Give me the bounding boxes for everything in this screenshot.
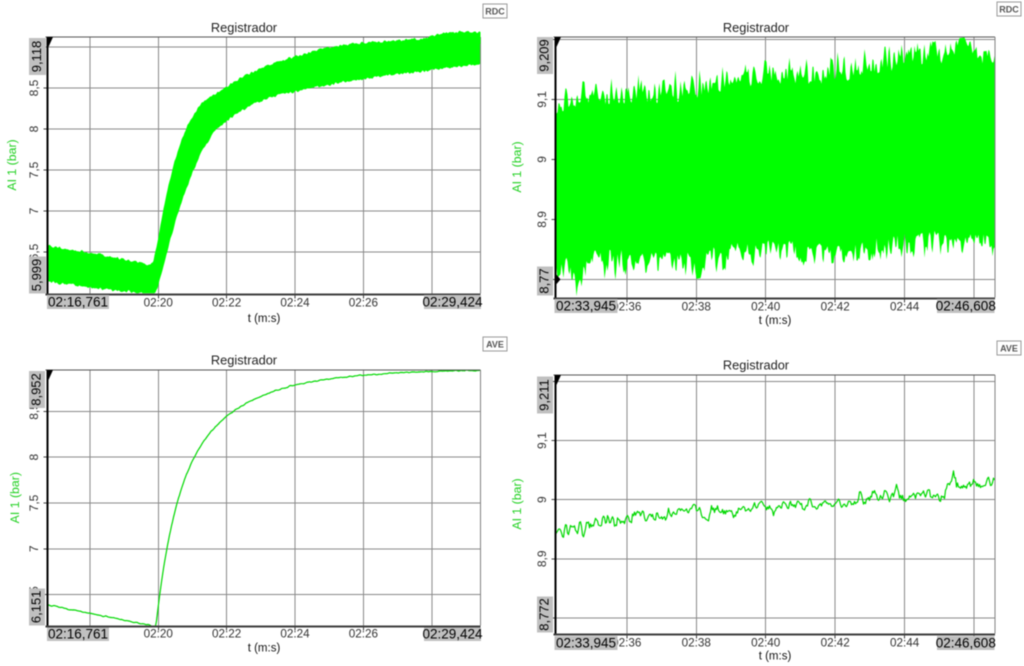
svg-text:02:20: 02:20 [144,628,174,641]
svg-text:02:24: 02:24 [280,628,310,641]
svg-text:8,772: 8,772 [537,598,552,631]
svg-text:02:26: 02:26 [349,297,378,310]
svg-text:7: 7 [27,207,41,214]
svg-text:02:16,761: 02:16,761 [48,295,108,310]
svg-text:02:44: 02:44 [890,637,920,650]
svg-text:02:40: 02:40 [751,301,781,314]
svg-text:7,5: 7,5 [27,494,41,511]
svg-text:7: 7 [27,545,41,552]
svg-text:02:20: 02:20 [144,297,174,310]
svg-text:02:40: 02:40 [751,637,781,650]
svg-text:02:16,761: 02:16,761 [48,627,108,642]
svg-text:02:46,608: 02:46,608 [936,299,996,314]
svg-text:02:46,608: 02:46,608 [936,636,996,651]
svg-text:02:29,424: 02:29,424 [422,627,483,642]
svg-text:9,1: 9,1 [535,432,549,449]
svg-text:Registrador: Registrador [723,358,790,373]
svg-text:9,118: 9,118 [29,41,44,73]
svg-text:RDC: RDC [485,7,505,17]
svg-text:02:22: 02:22 [212,297,241,310]
svg-text:8,5: 8,5 [27,79,41,96]
svg-text:9: 9 [535,156,549,163]
svg-text:02:38: 02:38 [682,301,711,314]
svg-text:02:33,945: 02:33,945 [556,299,616,314]
svg-text:AVE: AVE [1000,344,1018,354]
svg-text:02:42: 02:42 [821,301,850,314]
svg-text:t (m:s): t (m:s) [759,315,792,327]
svg-text:Registrador: Registrador [211,353,278,368]
svg-text:02:38: 02:38 [682,637,711,650]
svg-text:6,151: 6,151 [29,591,44,624]
svg-text:8,9: 8,9 [535,211,549,228]
svg-text:Registrador: Registrador [723,20,790,35]
svg-text:AI 1 (bar): AI 1 (bar) [8,472,22,523]
svg-text:8: 8 [27,125,41,132]
svg-text:9: 9 [535,496,549,503]
svg-text:8,952: 8,952 [29,373,44,406]
svg-text:9,209: 9,209 [537,39,552,72]
svg-text:AI 1 (bar): AI 1 (bar) [510,478,524,529]
svg-text:t (m:s): t (m:s) [248,313,281,325]
svg-text:AI 1 (bar): AI 1 (bar) [5,139,19,190]
svg-text:RDC: RDC [999,5,1019,15]
svg-text:AVE: AVE [486,340,504,350]
svg-text:02:33,945: 02:33,945 [556,636,616,651]
svg-text:02:44: 02:44 [890,301,920,314]
svg-text:02:36: 02:36 [612,301,641,314]
svg-text:02:36: 02:36 [612,637,641,650]
svg-text:02:29,424: 02:29,424 [422,295,483,310]
svg-text:9,1: 9,1 [535,91,549,108]
svg-text:8,77: 8,77 [537,268,552,293]
svg-text:02:22: 02:22 [212,628,241,641]
svg-text:t (m:s): t (m:s) [248,643,281,655]
svg-text:AI 1 (bar): AI 1 (bar) [510,141,524,192]
svg-text:02:24: 02:24 [280,297,310,310]
svg-text:02:26: 02:26 [349,628,378,641]
svg-text:9,211: 9,211 [537,379,552,411]
svg-text:8: 8 [27,454,41,461]
svg-text:5,999: 5,999 [29,259,44,292]
svg-text:8,9: 8,9 [535,550,549,567]
svg-text:02:42: 02:42 [821,637,850,650]
svg-text:t (m:s): t (m:s) [759,651,792,663]
svg-text:6,5: 6,5 [27,243,41,260]
svg-text:7,5: 7,5 [27,161,41,178]
svg-text:Registrador: Registrador [211,20,278,35]
